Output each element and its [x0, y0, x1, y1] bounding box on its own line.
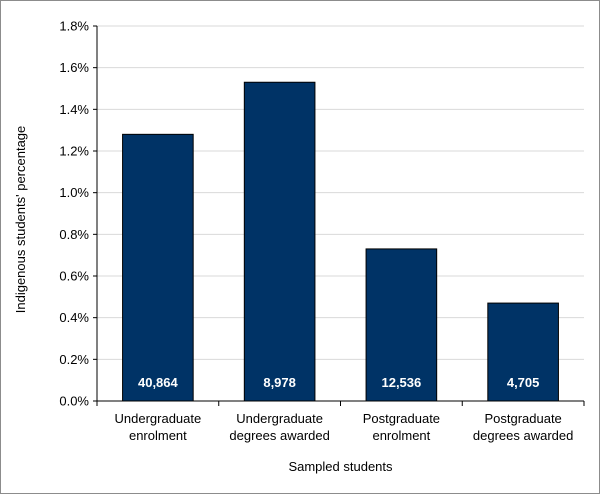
y-tick-label: 1.0% [59, 185, 89, 200]
x-tick-label: Undergraduate [236, 411, 323, 426]
y-tick-label: 1.6% [59, 60, 89, 75]
x-tick-label: Postgraduate [484, 411, 561, 426]
bar-data-label: 12,536 [381, 375, 421, 390]
x-tick-label: degrees awarded [229, 428, 329, 443]
x-tick-labels: Undergraduate enrolment Undergraduate degre… [115, 411, 574, 443]
y-tick-label: 0.8% [59, 227, 89, 242]
bar [243, 81, 316, 402]
x-tick-label: Postgraduate [363, 411, 440, 426]
bar [122, 133, 194, 402]
y-tick-label: 0.2% [59, 352, 89, 367]
y-tick-labels: 0.0% 0.2% 0.4% 0.6% 0.8% 1.0% 1.2% 1.4% 1.6% 1.8% [59, 19, 89, 409]
x-tick-label: Undergraduate [115, 411, 202, 426]
y-tick-label: 1.4% [59, 102, 89, 117]
y-tick-label: 1.8% [59, 19, 89, 34]
x-tick-label: degrees awarded [473, 428, 573, 443]
x-tick-label: enrolment [129, 428, 187, 443]
y-axis-title: Indigenous students' percentage [13, 126, 28, 314]
y-tick-label: 0.0% [59, 394, 89, 409]
y-tick-label: 0.4% [59, 310, 89, 325]
bar-data-label: 8,978 [263, 375, 296, 390]
bars: 40,864 8,978 12,536 4,705 [122, 81, 559, 402]
bar-data-label: 4,705 [507, 375, 540, 390]
bar-data-label: 40,864 [138, 375, 179, 390]
x-tick-label: enrolment [372, 428, 430, 443]
y-tick-label: 1.2% [59, 144, 89, 159]
axes [93, 25, 585, 406]
x-axis-title: Sampled students [288, 459, 393, 474]
y-tick-label: 0.6% [59, 269, 89, 284]
